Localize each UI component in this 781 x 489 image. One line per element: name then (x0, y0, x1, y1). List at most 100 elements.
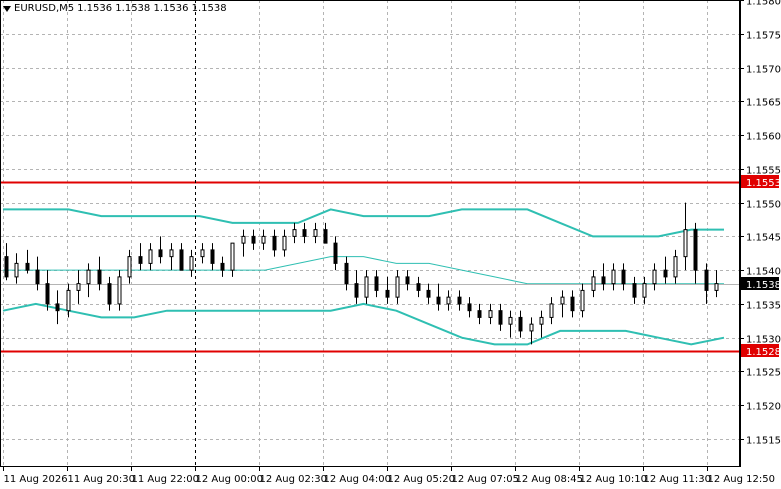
price-tag-label: 1.1553 (746, 178, 781, 189)
candle (539, 310, 544, 338)
candle (416, 276, 421, 298)
candle-body (621, 269, 626, 285)
candle (169, 243, 174, 271)
candle (189, 249, 194, 277)
candle (210, 243, 215, 271)
bollinger-bands (2, 208, 725, 346)
candle-body (189, 256, 194, 271)
candle-body (302, 229, 307, 237)
candle (354, 270, 359, 304)
candle (457, 290, 462, 311)
candle-body (477, 310, 482, 318)
candle (488, 303, 493, 325)
candle (138, 243, 143, 271)
candle (302, 222, 307, 244)
price-tag: 1.1553 (741, 175, 781, 189)
candle (570, 290, 575, 318)
candle (251, 229, 256, 250)
candle (477, 303, 482, 325)
candle (333, 236, 338, 271)
candle (97, 256, 102, 291)
candle (107, 276, 112, 311)
candle-body (313, 229, 318, 237)
y-tick-label: 1.1555 (746, 166, 781, 177)
y-tick-label: 1.1550 (746, 200, 781, 211)
candle-body (210, 249, 215, 264)
candle (127, 249, 132, 284)
band-middle (3, 256, 724, 285)
candle-body (55, 303, 60, 312)
candle-body (601, 276, 606, 285)
candle (436, 283, 441, 311)
candle (642, 276, 647, 304)
x-tick-label: 11 Aug 20:30 (68, 474, 135, 485)
candle-body (107, 283, 112, 305)
candle-body (158, 249, 163, 258)
price-tags: 1.1553 1.1528 1.1538 (741, 175, 781, 358)
price-tag-label: 1.1538 (746, 280, 781, 291)
candle-body (693, 229, 698, 271)
x-tick-label: 11 Aug 22:00 (132, 474, 199, 485)
candles (4, 202, 719, 345)
candle-body (570, 296, 575, 312)
price-tag-bg (741, 344, 779, 357)
candle (395, 270, 400, 304)
candle (693, 222, 698, 284)
y-tick-label: 1.1515 (746, 436, 781, 447)
candle-body (457, 296, 462, 305)
candle (663, 256, 668, 284)
candle-body (66, 289, 71, 312)
candle (272, 229, 277, 257)
y-tick-label: 1.1560 (746, 132, 781, 143)
candle (14, 253, 19, 284)
candle (508, 310, 513, 338)
dropdown-triangle-icon[interactable] (3, 5, 11, 12)
candle-body (97, 269, 102, 285)
candle-body (169, 249, 174, 258)
candle-body (560, 296, 565, 305)
candle (25, 249, 30, 274)
candle-body (642, 283, 647, 298)
candle-body (148, 249, 153, 264)
candle-body (292, 229, 297, 237)
candle (601, 263, 606, 291)
candle (549, 297, 554, 325)
y-tick-label: 1.1540 (746, 267, 781, 278)
candle (580, 283, 585, 318)
candle (86, 263, 91, 298)
candle-body (127, 256, 132, 278)
symbol-header[interactable]: EURUSD,M5 1.1536 1.1538 1.1536 1.1538 (3, 3, 227, 14)
grid (0, 0, 740, 466)
candle-body (138, 256, 143, 264)
candle-body (76, 283, 81, 291)
candle-body (395, 276, 400, 298)
candle-body (632, 283, 637, 298)
candle-body (508, 316, 513, 325)
candle-body (436, 296, 441, 305)
candle-body (446, 296, 451, 305)
candle (632, 276, 637, 304)
candle-body (344, 262, 349, 285)
candle (76, 270, 81, 304)
candle-body (25, 262, 30, 271)
candle-body (4, 256, 9, 278)
candle (621, 263, 626, 291)
candle-body (117, 276, 122, 305)
candle (426, 283, 431, 304)
candle-body (663, 269, 668, 278)
price-tag-bg (741, 175, 779, 188)
candle (45, 270, 50, 311)
candle-body (86, 269, 91, 285)
price-tag: 1.1538 (741, 277, 781, 291)
candle (673, 249, 678, 284)
candle-body (704, 269, 709, 291)
candle-body (580, 289, 585, 312)
candle (344, 256, 349, 291)
candle-body (241, 235, 246, 244)
y-tick-label: 1.1580 (746, 0, 781, 8)
x-tick-label: 12 Aug 08:45 (516, 474, 583, 485)
candle (405, 270, 410, 291)
candle-body (354, 283, 359, 298)
